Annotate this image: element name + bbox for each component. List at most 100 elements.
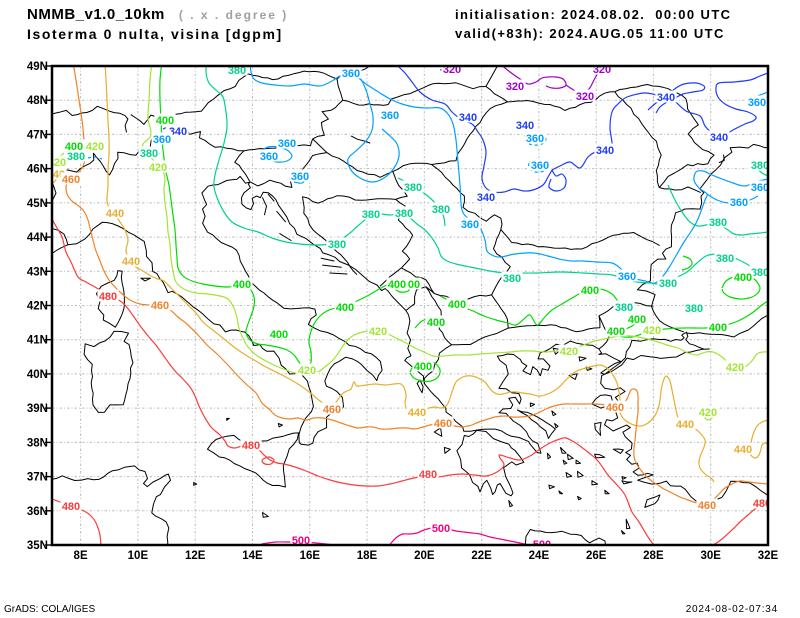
svg-text:400: 400 [734, 272, 752, 284]
svg-text:28E: 28E [643, 550, 664, 562]
svg-text:380: 380 [404, 182, 422, 194]
svg-text:340: 340 [459, 112, 477, 124]
svg-text:43N: 43N [27, 266, 48, 278]
svg-text:400: 400 [581, 285, 599, 297]
svg-text:380: 380 [685, 303, 703, 315]
svg-text:380: 380 [432, 204, 450, 216]
svg-text:400: 400 [65, 141, 83, 153]
svg-text:460: 460 [434, 418, 452, 430]
svg-text:360: 360 [381, 110, 399, 122]
svg-text:500: 500 [533, 539, 551, 551]
svg-text:380: 380 [659, 278, 677, 290]
svg-text:00: 00 [408, 279, 420, 291]
svg-text:500: 500 [432, 523, 450, 535]
svg-text:360: 360 [278, 138, 296, 150]
svg-text:340: 340 [596, 145, 614, 157]
svg-text:320: 320 [506, 81, 524, 93]
svg-text:49N: 49N [27, 61, 48, 73]
svg-text:400: 400 [156, 115, 174, 127]
svg-text:400: 400 [448, 299, 466, 311]
svg-text:41N: 41N [27, 335, 48, 347]
svg-text:480: 480 [753, 498, 771, 510]
svg-text:45N: 45N [27, 198, 48, 210]
svg-text:420: 420 [48, 157, 66, 169]
svg-text:36N: 36N [27, 506, 48, 518]
svg-text:460: 460 [698, 500, 716, 512]
svg-text:24E: 24E [529, 550, 550, 562]
svg-text:380: 380 [395, 208, 413, 220]
svg-text:460: 460 [606, 402, 624, 414]
svg-text:400: 400 [388, 279, 406, 291]
svg-text:26E: 26E [586, 550, 607, 562]
svg-text:42N: 42N [27, 301, 48, 313]
svg-text:48N: 48N [27, 95, 48, 107]
svg-text:460: 460 [62, 174, 80, 186]
svg-text:380: 380 [709, 217, 727, 229]
svg-text:420: 420 [298, 365, 316, 377]
svg-text:320: 320 [593, 64, 611, 76]
svg-text:380: 380 [503, 273, 521, 285]
svg-text:46N: 46N [27, 164, 48, 176]
svg-text:380: 380 [67, 151, 85, 163]
svg-text:18E: 18E [357, 550, 378, 562]
svg-text:360: 360 [260, 151, 278, 163]
svg-text:340: 340 [710, 132, 728, 144]
svg-text:8E: 8E [74, 550, 88, 562]
svg-text:380: 380 [751, 160, 769, 172]
svg-text:360: 360 [751, 182, 769, 194]
svg-text:360: 360 [153, 134, 171, 146]
svg-text:37N: 37N [27, 472, 48, 484]
svg-text:380: 380 [328, 239, 346, 251]
svg-text:380: 380 [615, 302, 633, 314]
svg-text:460: 460 [151, 300, 169, 312]
svg-text:420: 420 [699, 407, 717, 419]
svg-text:39N: 39N [27, 403, 48, 415]
svg-text:380: 380 [140, 148, 158, 160]
svg-text:440: 440 [734, 444, 752, 456]
svg-text:360: 360 [291, 171, 309, 183]
svg-text:320: 320 [576, 91, 594, 103]
svg-text:340: 340 [169, 126, 187, 138]
svg-text:400: 400 [709, 322, 727, 334]
svg-text:480: 480 [419, 469, 437, 481]
svg-text:40N: 40N [27, 369, 48, 381]
svg-text:440: 440 [106, 208, 124, 220]
svg-text:14E: 14E [242, 550, 263, 562]
svg-text:340: 340 [516, 120, 534, 132]
svg-text:360: 360 [531, 160, 549, 172]
svg-text:400: 400 [336, 302, 354, 314]
svg-text:420: 420 [86, 141, 104, 153]
svg-text:380: 380 [228, 65, 246, 77]
svg-text:480: 480 [242, 440, 260, 452]
svg-text:400: 400 [270, 329, 288, 341]
svg-text:480: 480 [99, 291, 117, 303]
svg-text:360: 360 [730, 197, 748, 209]
svg-text:12E: 12E [185, 550, 206, 562]
svg-text:400: 400 [233, 279, 251, 291]
svg-text:500: 500 [292, 535, 310, 547]
svg-text:20E: 20E [414, 550, 435, 562]
svg-text:35N: 35N [27, 540, 48, 552]
svg-text:10E: 10E [128, 550, 149, 562]
svg-text:340: 340 [477, 192, 495, 204]
svg-text:420: 420 [560, 346, 578, 358]
svg-text:380: 380 [716, 253, 734, 265]
svg-text:440: 440 [122, 256, 140, 268]
svg-text:360: 360 [748, 97, 766, 109]
svg-text:16E: 16E [300, 550, 321, 562]
svg-text:420: 420 [149, 162, 167, 174]
svg-text:440: 440 [676, 419, 694, 431]
svg-text:30E: 30E [700, 550, 721, 562]
svg-text:480: 480 [62, 501, 80, 513]
svg-text:400: 400 [414, 361, 432, 373]
svg-text:320: 320 [443, 64, 461, 76]
svg-text:22E: 22E [471, 550, 492, 562]
svg-text:32E: 32E [758, 550, 779, 562]
svg-text:38N: 38N [27, 437, 48, 449]
svg-text:44N: 44N [27, 232, 48, 244]
svg-text:400: 400 [427, 317, 445, 329]
svg-text:400: 400 [607, 326, 625, 338]
svg-text:420: 420 [369, 326, 387, 338]
svg-text:360: 360 [526, 133, 544, 145]
svg-text:340: 340 [657, 92, 675, 104]
